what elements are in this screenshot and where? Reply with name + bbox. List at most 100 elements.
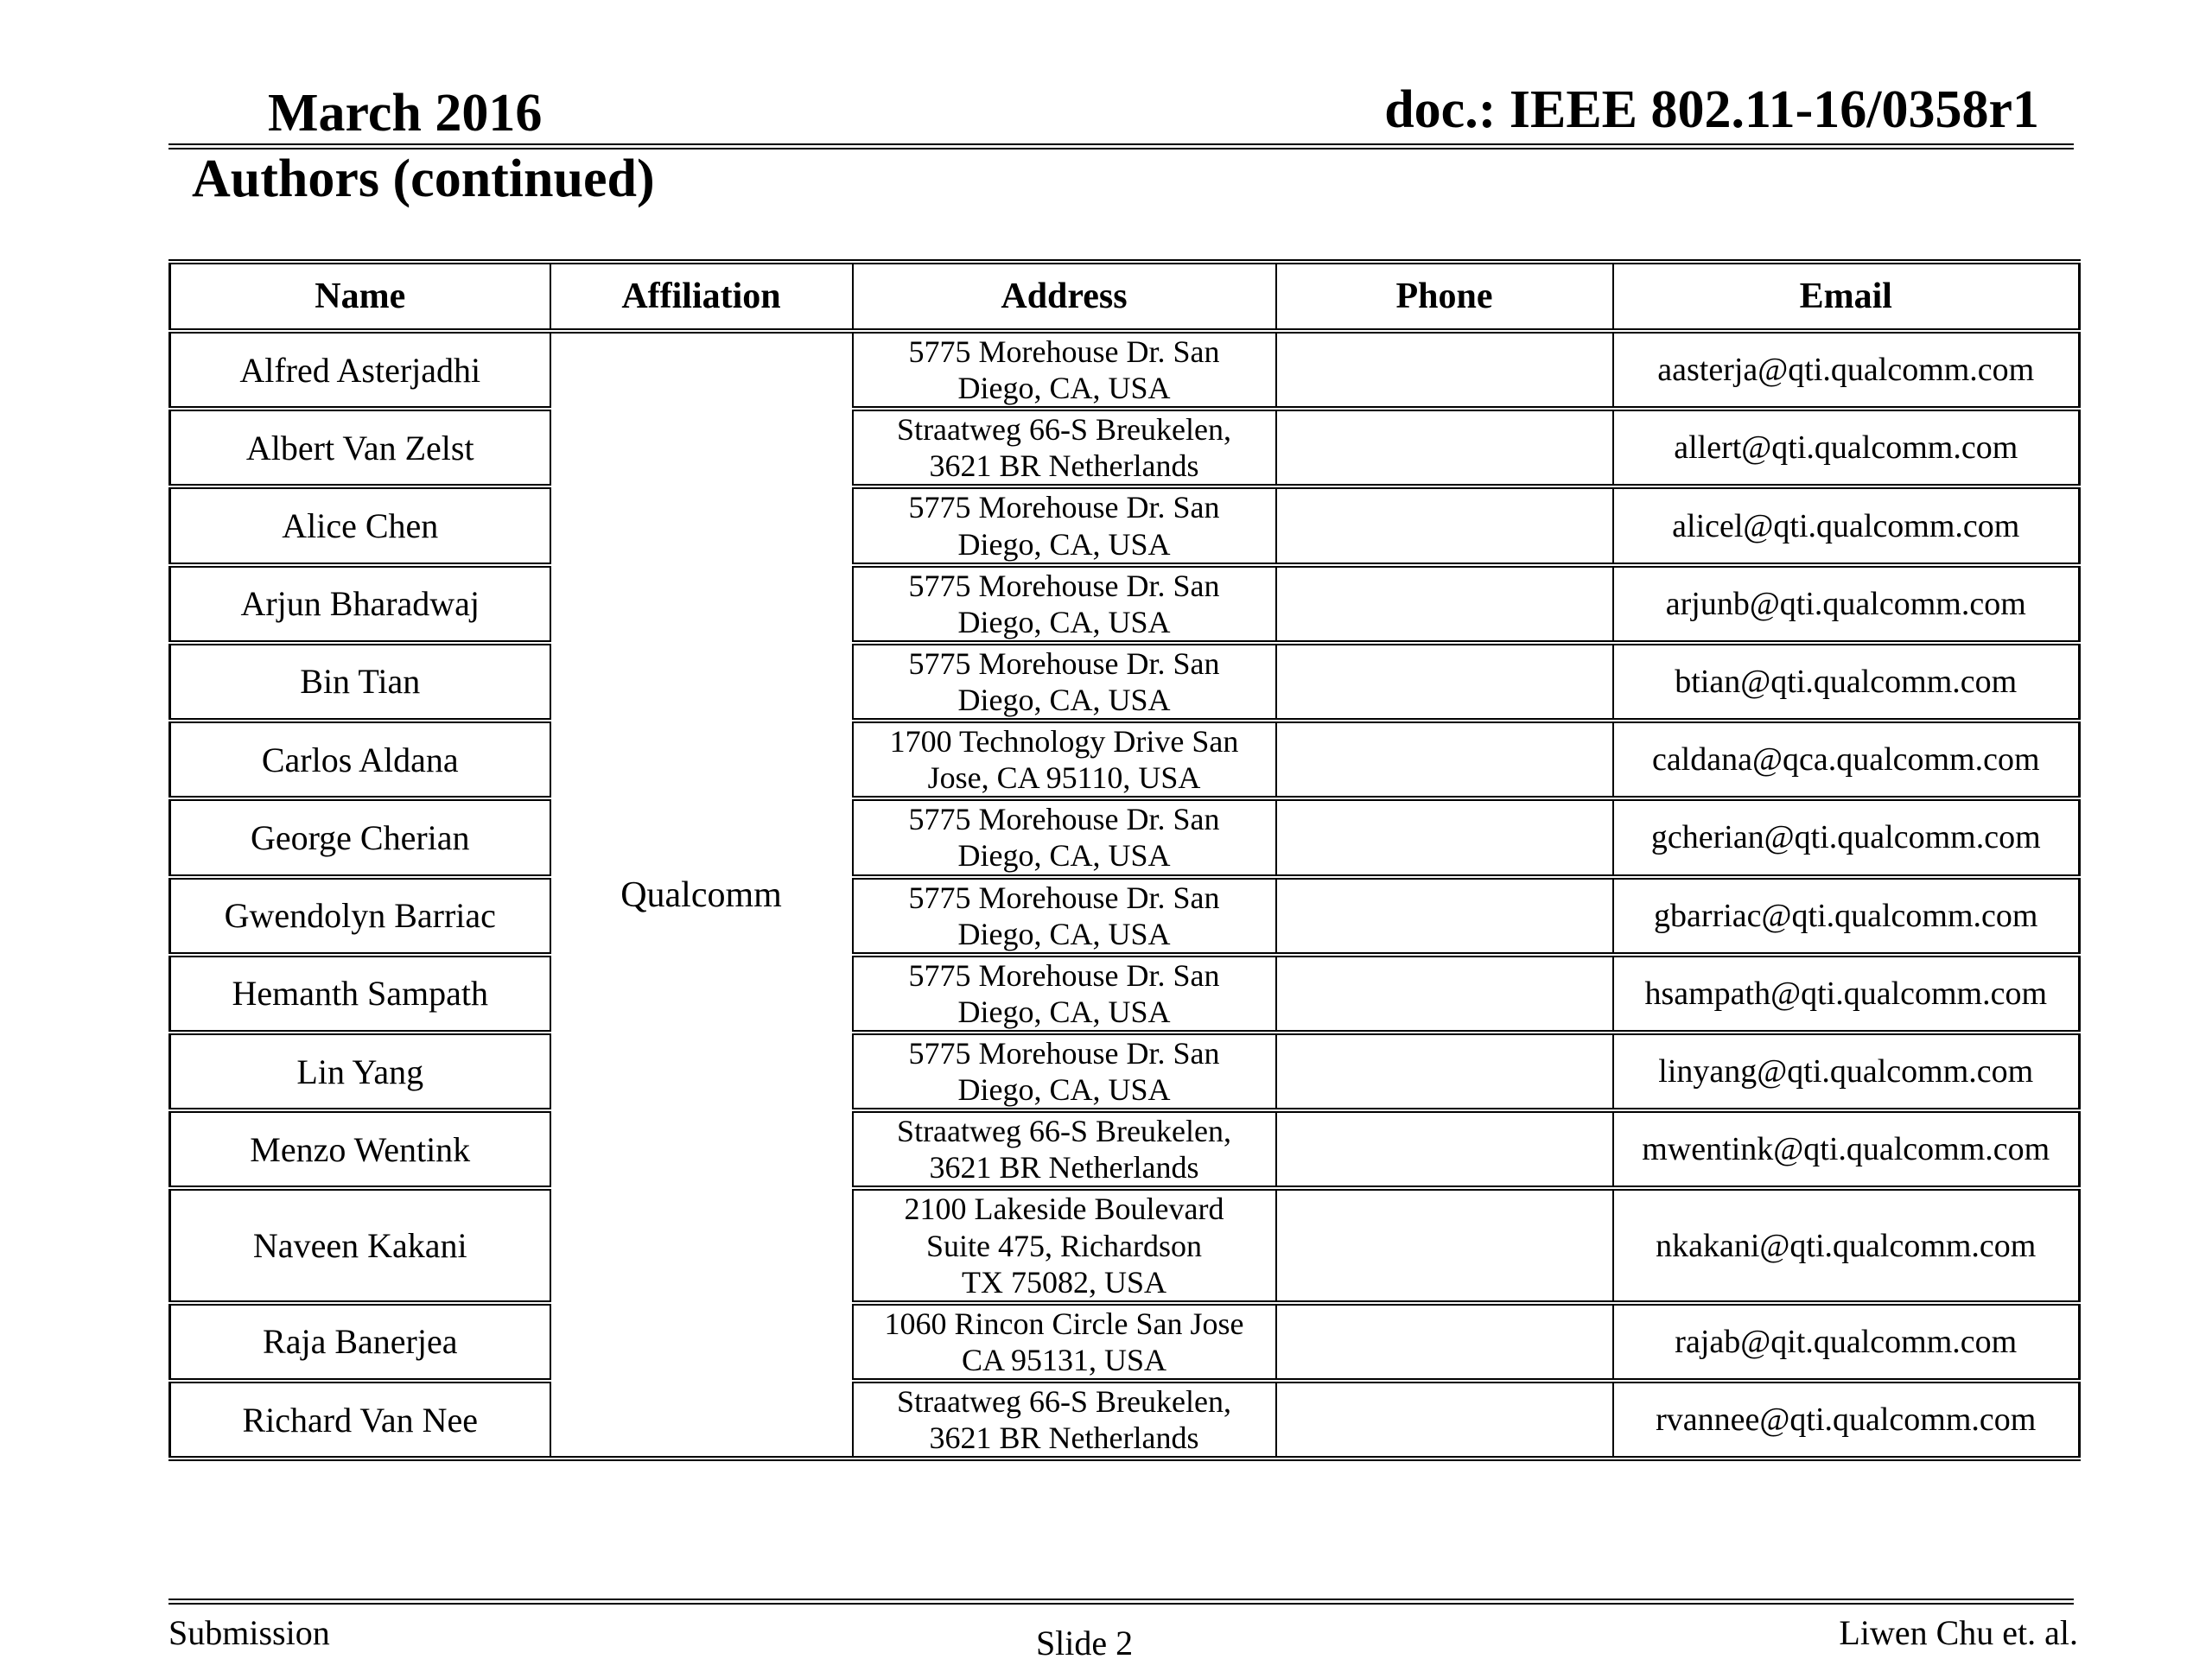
table-row: Gwendolyn Barriac 5775 Morehouse Dr. San… — [168, 874, 2081, 957]
address-line: 5775 Morehouse Dr. San — [908, 645, 1220, 681]
table-row: Hemanth Sampath 5775 Morehouse Dr. San D… — [168, 951, 2081, 1035]
address-line: Diego, CA, USA — [957, 604, 1171, 639]
address-line: 5775 Morehouse Dr. San — [908, 334, 1220, 369]
table-row: Alice Chen 5775 Morehouse Dr. San Diego,… — [168, 484, 2081, 568]
author-name-cell: Hemanth Sampath — [168, 951, 551, 1035]
address-line: 3621 BR Netherlands — [929, 1150, 1199, 1185]
address-line: Straatweg 66-S Breukelen, — [897, 412, 1231, 448]
phone-cell — [1274, 639, 1614, 724]
address-cell: 5775 Morehouse Dr. San Diego, CA, USA — [851, 874, 1277, 957]
header-rule — [168, 143, 2074, 149]
affiliation-cell: Qualcomm — [549, 327, 854, 1462]
phone-cell — [1274, 562, 1614, 645]
address-line: Diego, CA, USA — [957, 526, 1171, 562]
author-name-cell: Raja Banerjea — [168, 1300, 551, 1383]
address-cell: Straatweg 66-S Breukelen, 3621 BR Nether… — [851, 1108, 1277, 1192]
col-header-affiliation: Affiliation — [549, 259, 854, 334]
author-name-cell: Carlos Aldana — [168, 718, 551, 802]
address-cell: Straatweg 66-S Breukelen, 3621 BR Nether… — [851, 1377, 1277, 1462]
address-line: 2100 Lakeside Boulevard — [904, 1192, 1224, 1227]
author-name-cell: Lin Yang — [168, 1029, 551, 1114]
author-name-cell: George Cherian — [168, 796, 551, 880]
author-name-cell: Bin Tian — [168, 639, 551, 724]
address-cell: 5775 Morehouse Dr. San Diego, CA, USA — [851, 484, 1277, 568]
address-cell: 5775 Morehouse Dr. San Diego, CA, USA — [851, 1029, 1277, 1114]
table-row: Menzo Wentink Straatweg 66-S Breukelen, … — [168, 1108, 2081, 1192]
table-row: Carlos Aldana 1700 Technology Drive San … — [168, 718, 2081, 802]
address-line: 5775 Morehouse Dr. San — [908, 490, 1220, 525]
email-cell: rajab@qit.qualcomm.com — [1611, 1300, 2081, 1383]
table-row: Alfred Asterjadhi Qualcomm 5775 Morehous… — [168, 327, 2081, 1462]
author-name-cell: Alice Chen — [168, 484, 551, 568]
table-row: George Cherian 5775 Morehouse Dr. San Di… — [168, 796, 2081, 880]
email-cell: linyang@qti.qualcomm.com — [1611, 1029, 2081, 1114]
table-row: Richard Van Nee Straatweg 66-S Breukelen… — [168, 1377, 2081, 1462]
email-cell: caldana@qca.qualcomm.com — [1611, 718, 2081, 802]
address-cell: 5775 Morehouse Dr. San Diego, CA, USA — [851, 639, 1277, 724]
footer-slide-number: Slide 2 — [1035, 1624, 1134, 1659]
email-cell: hsampath@qti.qualcomm.com — [1611, 951, 2081, 1035]
phone-cell — [1274, 1377, 1614, 1462]
author-name-cell: Gwendolyn Barriac — [168, 874, 551, 957]
table-row: Albert Van Zelst Straatweg 66-S Breukele… — [168, 406, 2081, 490]
table-row: Bin Tian 5775 Morehouse Dr. San Diego, C… — [168, 639, 2081, 724]
address-line: Diego, CA, USA — [957, 916, 1171, 951]
email-cell: nkakani@qti.qualcomm.com — [1611, 1185, 2081, 1306]
address-line: 5775 Morehouse Dr. San — [908, 880, 1220, 915]
address-cell: 2100 Lakeside Boulevard Suite 475, Richa… — [851, 1185, 1277, 1306]
address-line: Diego, CA, USA — [957, 994, 1171, 1029]
address-line: Diego, CA, USA — [957, 371, 1171, 406]
author-name-cell: Naveen Kakani — [168, 1185, 551, 1306]
address-line: Diego, CA, USA — [957, 838, 1171, 874]
table-row: Arjun Bharadwaj 5775 Morehouse Dr. San D… — [168, 562, 2081, 645]
email-cell: btian@qti.qualcomm.com — [1611, 639, 2081, 724]
address-cell: 5775 Morehouse Dr. San Diego, CA, USA — [851, 796, 1277, 880]
address-line: Straatweg 66-S Breukelen, — [897, 1114, 1231, 1149]
address-line: Diego, CA, USA — [957, 682, 1171, 717]
address-line: 1060 Rincon Circle San Jose — [884, 1306, 1244, 1341]
phone-cell — [1274, 796, 1614, 880]
authors-table: Name Affiliation Address Phone Email Alf… — [168, 259, 2081, 1462]
address-cell: Straatweg 66-S Breukelen, 3621 BR Nether… — [851, 406, 1277, 490]
email-cell: arjunb@qti.qualcomm.com — [1611, 562, 2081, 645]
address-line: TX 75082, USA — [961, 1264, 1166, 1300]
address-line: Straatweg 66-S Breukelen, — [897, 1383, 1231, 1419]
col-header-address: Address — [851, 259, 1277, 334]
page-title: Authors (continued) — [192, 149, 655, 208]
author-name-cell: Arjun Bharadwaj — [168, 562, 551, 645]
address-line: 3621 BR Netherlands — [929, 1421, 1199, 1456]
header-date: March 2016 — [268, 84, 543, 143]
email-cell: allert@qti.qualcomm.com — [1611, 406, 2081, 490]
phone-cell — [1274, 718, 1614, 802]
col-header-email: Email — [1611, 259, 2081, 334]
page-footer: Submission Slide 2 Liwen Chu et. al. — [168, 1612, 2078, 1659]
address-line: 5775 Morehouse Dr. San — [908, 802, 1220, 837]
col-header-name: Name — [168, 259, 551, 334]
address-line: 5775 Morehouse Dr. San — [908, 1035, 1220, 1071]
address-cell: 1700 Technology Drive San Jose, CA 95110… — [851, 718, 1277, 802]
table-row: Lin Yang 5775 Morehouse Dr. San Diego, C… — [168, 1029, 2081, 1114]
footer-rule — [168, 1599, 2074, 1605]
author-name-cell: Menzo Wentink — [168, 1108, 551, 1192]
phone-cell — [1274, 951, 1614, 1035]
email-cell: aasterja@qti.qualcomm.com — [1611, 327, 2081, 412]
phone-cell — [1274, 1185, 1614, 1306]
phone-cell — [1274, 484, 1614, 568]
author-name-cell: Richard Van Nee — [168, 1377, 551, 1462]
col-header-phone: Phone — [1274, 259, 1614, 334]
author-name-cell: Albert Van Zelst — [168, 406, 551, 490]
table-row: Naveen Kakani 2100 Lakeside Boulevard Su… — [168, 1185, 2081, 1306]
address-line: 5775 Morehouse Dr. San — [908, 957, 1220, 993]
address-line: 3621 BR Netherlands — [929, 448, 1199, 484]
address-line: Jose, CA 95110, USA — [927, 760, 1201, 796]
address-cell: 5775 Morehouse Dr. San Diego, CA, USA — [851, 951, 1277, 1035]
email-cell: gcherian@qti.qualcomm.com — [1611, 796, 2081, 880]
phone-cell — [1274, 1300, 1614, 1383]
address-line: Suite 475, Richardson — [926, 1228, 1202, 1263]
email-cell: gbarriac@qti.qualcomm.com — [1611, 874, 2081, 957]
phone-cell — [1274, 874, 1614, 957]
header-doc-number: doc.: IEEE 802.11-16/0358r1 — [1384, 80, 2039, 139]
email-cell: rvannee@qti.qualcomm.com — [1611, 1377, 2081, 1462]
author-name-cell: Alfred Asterjadhi — [168, 327, 551, 412]
